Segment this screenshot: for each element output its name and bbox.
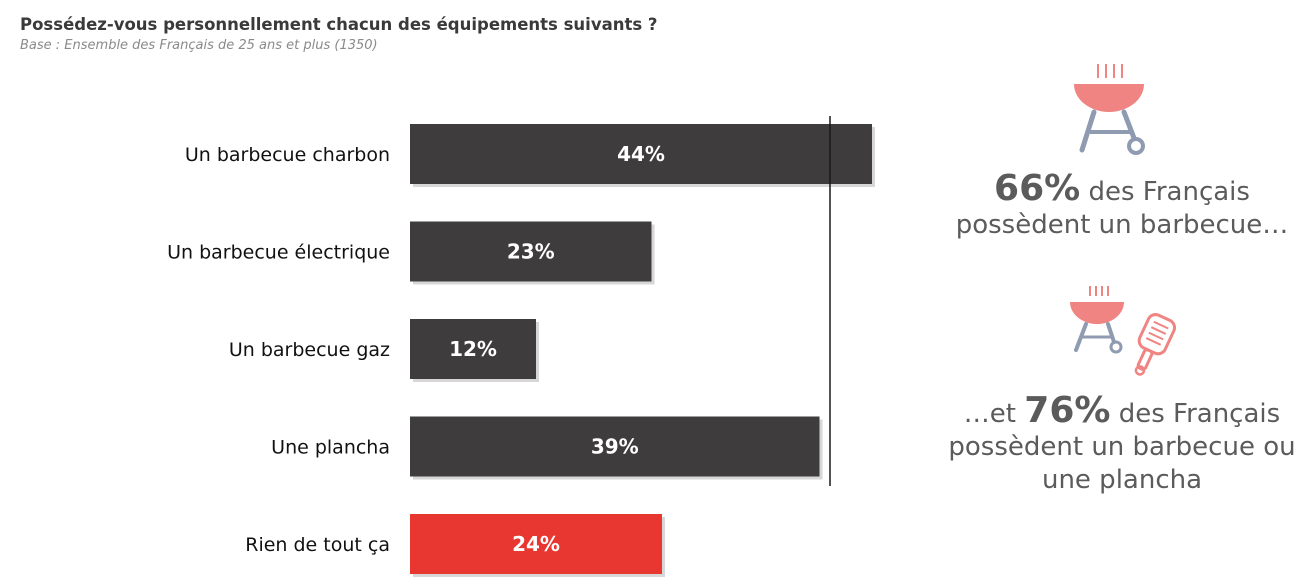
value-label: 39% [591,435,639,459]
callout-barbecue-text: des Français possèdent un barbecue… [955,177,1289,240]
callout-barbecue: 66% des Français possèdent un barbecue… [932,171,1312,242]
category-label: Un barbecue charbon [185,144,390,166]
bar-4 [410,416,820,477]
category-label: Rien de tout ça [245,534,390,556]
bar-3 [410,319,536,379]
category-label: Un barbecue gaz [229,339,390,361]
callout-barbecue-percent: 66% [994,168,1081,209]
bar-5 [410,514,662,574]
bar-2 [410,221,652,282]
chart-subtitle: Base : Ensemble des Français de 25 ans e… [20,38,378,53]
callout-plancha-text: des Français possèdent un barbecue ou un… [948,399,1296,495]
chart-title: Possédez-vous personnellement chacun des… [20,15,658,34]
bar-1 [410,124,872,184]
value-label: 12% [449,337,497,361]
category-label: Une plancha [271,437,390,459]
value-label: 24% [512,532,560,556]
callout-plancha-pre: …et [963,399,1016,429]
barbecue-icon [1070,286,1124,354]
barbecue-icon [1074,64,1145,155]
plancha-icon [1134,313,1177,376]
callout-barbecue-plancha: …et 76% des Français possèdent un barbec… [932,393,1312,497]
callout-plancha-percent: 76% [1024,390,1111,431]
category-label: Un barbecue électrique [167,242,390,264]
bar-chart: Un barbecue charbon 44% Un barbecue électr… [167,116,875,577]
value-label: 44% [617,142,665,166]
value-label: 23% [507,240,555,264]
